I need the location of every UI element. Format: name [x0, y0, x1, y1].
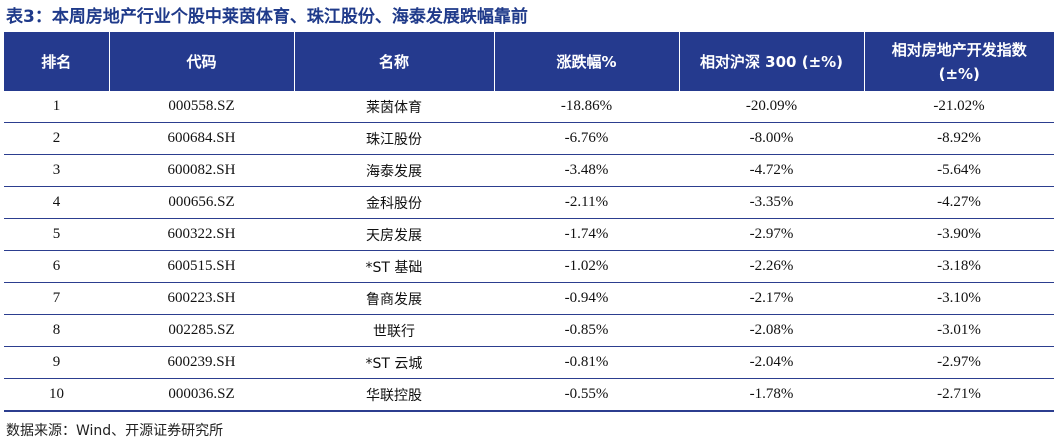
header-code: 代码 [108, 32, 294, 91]
cell-name: 华联控股 [294, 378, 494, 412]
header-change: 涨跌幅% [493, 32, 679, 91]
cell-rank: 5 [4, 218, 109, 251]
cell-code: 600082.SH [109, 154, 294, 187]
table-title: 表3：本周房地产行业个股中莱茵体育、珠江股份、海泰发展跌幅靠前 [6, 7, 528, 27]
cell-rel-index: -3.10% [864, 282, 1054, 315]
cell-name: *ST 基础 [294, 250, 494, 283]
stock-table: 排名 代码 名称 涨跌幅% 相对沪深 300 (±%) 相对房地产开发指数 (±… [4, 32, 1054, 412]
cell-name: 世联行 [294, 314, 494, 347]
cell-rel-hs300: -2.17% [679, 282, 864, 315]
table-row: 2 600684.SH 珠江股份 -6.76% -8.00% -8.92% [4, 122, 1054, 155]
header-name: 名称 [293, 32, 494, 91]
cell-change: -1.02% [494, 250, 679, 283]
table-row: 7 600223.SH 鲁商发展 -0.94% -2.17% -3.10% [4, 282, 1054, 315]
cell-rel-index: -3.18% [864, 250, 1054, 283]
cell-rel-index: -4.27% [864, 186, 1054, 219]
cell-change: -3.48% [494, 154, 679, 187]
cell-name: 莱茵体育 [294, 91, 494, 123]
cell-code: 600223.SH [109, 282, 294, 315]
table-row: 6 600515.SH *ST 基础 -1.02% -2.26% -3.18% [4, 250, 1054, 283]
header-rel-hs300: 相对沪深 300 (±%) [678, 32, 864, 91]
cell-name: *ST 云城 [294, 346, 494, 379]
table-row: 4 000656.SZ 金科股份 -2.11% -3.35% -4.27% [4, 186, 1054, 219]
cell-name: 金科股份 [294, 186, 494, 219]
cell-rel-index: -3.90% [864, 218, 1054, 251]
cell-rank: 4 [4, 186, 109, 219]
cell-rank: 10 [4, 378, 109, 412]
cell-rel-hs300: -1.78% [679, 378, 864, 412]
cell-rank: 8 [4, 314, 109, 347]
cell-code: 002285.SZ [109, 314, 294, 347]
cell-rel-hs300: -4.72% [679, 154, 864, 187]
header-row: 排名 代码 名称 涨跌幅% 相对沪深 300 (±%) 相对房地产开发指数 (±… [4, 32, 1054, 91]
cell-name: 鲁商发展 [294, 282, 494, 315]
cell-change: -0.85% [494, 314, 679, 347]
header-rel-index: 相对房地产开发指数 (±%) [863, 32, 1054, 91]
cell-change: -0.55% [494, 378, 679, 412]
cell-code: 000036.SZ [109, 378, 294, 412]
cell-rel-index: -21.02% [864, 91, 1054, 123]
cell-name: 珠江股份 [294, 122, 494, 155]
cell-code: 600322.SH [109, 218, 294, 251]
cell-code: 600515.SH [109, 250, 294, 283]
cell-rank: 3 [4, 154, 109, 187]
table-row: 8 002285.SZ 世联行 -0.85% -2.08% -3.01% [4, 314, 1054, 347]
cell-change: -6.76% [494, 122, 679, 155]
cell-change: -2.11% [494, 186, 679, 219]
cell-rel-hs300: -2.97% [679, 218, 864, 251]
cell-code: 000558.SZ [109, 91, 294, 123]
cell-rel-hs300: -20.09% [679, 91, 864, 123]
cell-rel-index: -5.64% [864, 154, 1054, 187]
cell-change: -0.81% [494, 346, 679, 379]
cell-rel-index: -2.71% [864, 378, 1054, 412]
cell-rel-hs300: -8.00% [679, 122, 864, 155]
source-note: 数据来源：Wind、开源证券研究所 [6, 423, 224, 439]
cell-name: 海泰发展 [294, 154, 494, 187]
cell-rel-index: -3.01% [864, 314, 1054, 347]
cell-rel-hs300: -2.08% [679, 314, 864, 347]
cell-rank: 1 [4, 91, 109, 123]
cell-code: 600239.SH [109, 346, 294, 379]
cell-rel-hs300: -2.04% [679, 346, 864, 379]
cell-rel-hs300: -2.26% [679, 250, 864, 283]
cell-rel-index: -2.97% [864, 346, 1054, 379]
table-row: 5 600322.SH 天房发展 -1.74% -2.97% -3.90% [4, 218, 1054, 251]
cell-rank: 9 [4, 346, 109, 379]
table-row: 3 600082.SH 海泰发展 -3.48% -4.72% -5.64% [4, 154, 1054, 187]
cell-name: 天房发展 [294, 218, 494, 251]
table-row: 10 000036.SZ 华联控股 -0.55% -1.78% -2.71% [4, 378, 1054, 412]
cell-change: -1.74% [494, 218, 679, 251]
table-row: 9 600239.SH *ST 云城 -0.81% -2.04% -2.97% [4, 346, 1054, 379]
table-row: 1 000558.SZ 莱茵体育 -18.86% -20.09% -21.02% [4, 91, 1054, 123]
cell-change: -0.94% [494, 282, 679, 315]
cell-code: 000656.SZ [109, 186, 294, 219]
header-rank: 排名 [4, 32, 109, 91]
cell-rank: 2 [4, 122, 109, 155]
cell-rank: 7 [4, 282, 109, 315]
cell-code: 600684.SH [109, 122, 294, 155]
cell-rank: 6 [4, 250, 109, 283]
cell-rel-hs300: -3.35% [679, 186, 864, 219]
cell-rel-index: -8.92% [864, 122, 1054, 155]
cell-change: -18.86% [494, 91, 679, 123]
